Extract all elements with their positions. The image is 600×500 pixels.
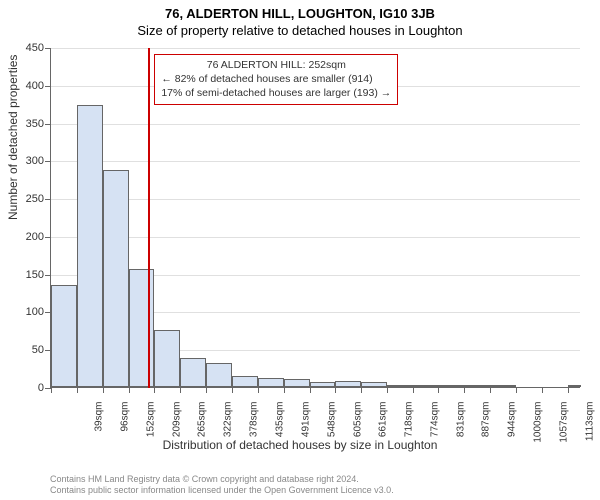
x-tick — [335, 387, 336, 393]
y-tick-label: 200 — [26, 231, 44, 243]
y-tick — [45, 48, 51, 49]
y-tick — [45, 124, 51, 125]
x-tick — [154, 387, 155, 393]
histogram-bar — [361, 382, 387, 387]
page-title: 76, ALDERTON HILL, LOUGHTON, IG10 3JB — [0, 0, 600, 21]
y-tick-label: 400 — [26, 80, 44, 92]
callout-line3: 17% of semi-detached houses are larger (… — [161, 86, 391, 100]
histogram-bar — [438, 385, 464, 387]
y-tick-label: 0 — [38, 382, 44, 394]
y-tick — [45, 199, 51, 200]
histogram-bar — [77, 105, 103, 387]
x-tick — [490, 387, 491, 393]
x-tick — [542, 387, 543, 393]
histogram-bar — [258, 378, 284, 387]
y-tick — [45, 86, 51, 87]
histogram-bar — [206, 363, 232, 387]
x-tick — [180, 387, 181, 393]
gridline — [51, 161, 580, 162]
histogram-bar — [129, 269, 155, 387]
x-tick — [77, 387, 78, 393]
y-tick-label: 350 — [26, 118, 44, 130]
histogram-bar — [490, 385, 516, 387]
y-tick-label: 250 — [26, 193, 44, 205]
x-tick — [258, 387, 259, 393]
y-tick-label: 450 — [26, 42, 44, 54]
gridline — [51, 237, 580, 238]
y-tick — [45, 161, 51, 162]
footer-line1: Contains HM Land Registry data © Crown c… — [50, 474, 394, 485]
x-tick — [206, 387, 207, 393]
histogram-bar — [568, 385, 581, 387]
x-tick — [413, 387, 414, 393]
histogram-bar — [154, 330, 180, 387]
x-tick — [387, 387, 388, 393]
x-tick — [51, 387, 52, 393]
x-tick — [310, 387, 311, 393]
x-tick — [516, 387, 517, 393]
x-tick — [129, 387, 130, 393]
gridline — [51, 199, 580, 200]
x-tick — [464, 387, 465, 393]
footer-attribution: Contains HM Land Registry data © Crown c… — [50, 474, 394, 497]
callout-line2: ← 82% of detached houses are smaller (91… — [161, 72, 391, 86]
x-tick — [103, 387, 104, 393]
histogram-bar — [464, 385, 490, 387]
callout-line1: 76 ALDERTON HILL: 252sqm — [161, 58, 391, 72]
callout-box: 76 ALDERTON HILL: 252sqm← 82% of detache… — [154, 54, 398, 105]
histogram-bar — [335, 381, 361, 387]
gridline — [51, 48, 580, 49]
x-tick — [284, 387, 285, 393]
y-tick — [45, 237, 51, 238]
histogram-bar — [103, 170, 129, 387]
histogram-bar — [232, 376, 258, 387]
y-tick-label: 300 — [26, 155, 44, 167]
y-tick-label: 50 — [32, 344, 44, 356]
x-tick — [361, 387, 362, 393]
gridline — [51, 124, 580, 125]
histogram-bar — [284, 379, 310, 387]
y-axis-label: Number of detached properties — [6, 55, 20, 220]
histogram-bar — [413, 385, 439, 387]
marker-line — [148, 48, 150, 388]
page-subtitle: Size of property relative to detached ho… — [0, 21, 600, 38]
footer-line2: Contains public sector information licen… — [50, 485, 394, 496]
y-tick — [45, 275, 51, 276]
histogram-bar — [51, 285, 77, 387]
x-axis-label: Distribution of detached houses by size … — [0, 438, 600, 452]
y-tick-label: 100 — [26, 306, 44, 318]
histogram-bar — [310, 382, 336, 387]
x-tick — [568, 387, 569, 393]
x-tick — [438, 387, 439, 393]
plot-area: 05010015020025030035040045039sqm96sqm152… — [50, 48, 580, 388]
histogram-bar — [180, 358, 206, 387]
histogram-bar — [387, 385, 413, 387]
y-tick-label: 150 — [26, 269, 44, 281]
chart-container: 05010015020025030035040045039sqm96sqm152… — [50, 48, 580, 418]
x-tick — [232, 387, 233, 393]
